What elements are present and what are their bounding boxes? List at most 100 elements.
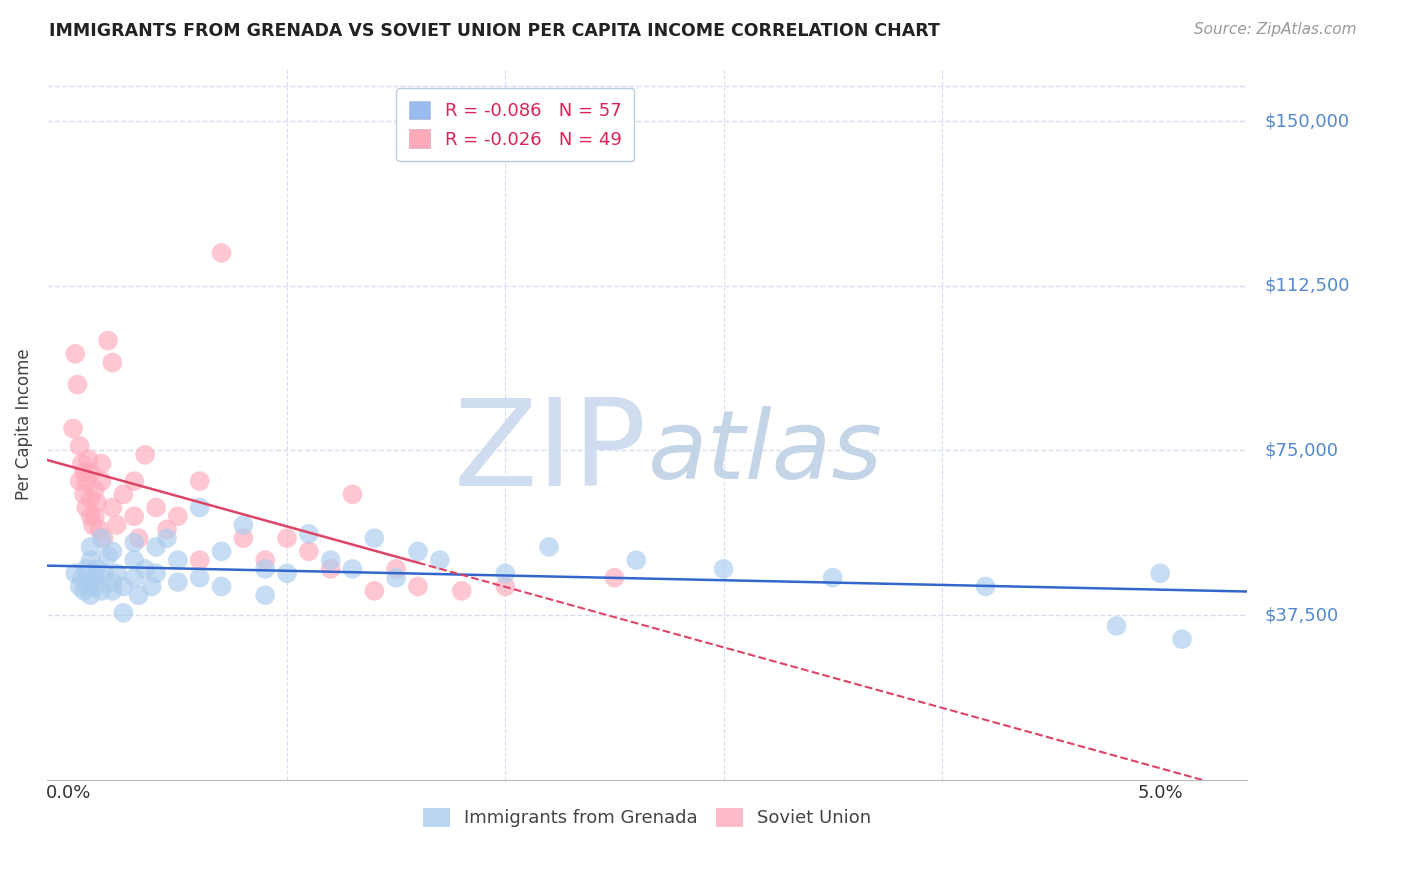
- Point: [342, 562, 364, 576]
- Point: [298, 526, 321, 541]
- Point: [188, 500, 211, 515]
- Point: [211, 544, 233, 558]
- Point: [62, 421, 84, 435]
- Point: [65, 566, 87, 581]
- Point: [188, 474, 211, 488]
- Point: [1171, 632, 1194, 647]
- Point: [363, 531, 385, 545]
- Point: [90, 474, 112, 488]
- Point: [77, 452, 100, 467]
- Point: [90, 583, 112, 598]
- Point: [232, 531, 254, 545]
- Point: [406, 544, 429, 558]
- Point: [145, 540, 167, 554]
- Point: [73, 487, 96, 501]
- Point: [79, 466, 101, 480]
- Point: [385, 571, 408, 585]
- Point: [79, 509, 101, 524]
- Point: [319, 553, 342, 567]
- Point: [101, 500, 124, 515]
- Point: [75, 500, 97, 515]
- Point: [406, 579, 429, 593]
- Point: [128, 531, 150, 545]
- Point: [276, 566, 298, 581]
- Point: [167, 553, 190, 567]
- Point: [429, 553, 451, 567]
- Point: [79, 588, 101, 602]
- Point: [128, 588, 150, 602]
- Point: [363, 583, 385, 598]
- Point: [90, 457, 112, 471]
- Text: $37,500: $37,500: [1265, 606, 1339, 624]
- Point: [112, 579, 135, 593]
- Point: [134, 448, 156, 462]
- Point: [90, 531, 112, 545]
- Point: [122, 571, 145, 585]
- Text: ZIP: ZIP: [454, 394, 647, 511]
- Point: [82, 518, 104, 533]
- Point: [974, 579, 997, 593]
- Point: [101, 575, 124, 590]
- Point: [84, 483, 107, 497]
- Point: [232, 518, 254, 533]
- Point: [134, 562, 156, 576]
- Point: [86, 562, 108, 576]
- Point: [156, 531, 179, 545]
- Point: [69, 579, 91, 593]
- Point: [73, 466, 96, 480]
- Point: [66, 377, 89, 392]
- Point: [86, 496, 108, 510]
- Point: [626, 553, 648, 567]
- Point: [494, 579, 516, 593]
- Point: [84, 571, 107, 585]
- Point: [105, 566, 128, 581]
- Point: [122, 535, 145, 549]
- Point: [450, 583, 472, 598]
- Point: [276, 531, 298, 545]
- Point: [319, 562, 342, 576]
- Point: [79, 553, 101, 567]
- Point: [342, 487, 364, 501]
- Point: [141, 579, 163, 593]
- Point: [84, 579, 107, 593]
- Point: [101, 356, 124, 370]
- Point: [122, 474, 145, 488]
- Point: [167, 575, 190, 590]
- Point: [79, 491, 101, 506]
- Point: [537, 540, 560, 554]
- Point: [156, 523, 179, 537]
- Point: [494, 566, 516, 581]
- Legend: Immigrants from Grenada, Soviet Union: Immigrants from Grenada, Soviet Union: [416, 801, 879, 835]
- Text: atlas: atlas: [647, 406, 882, 499]
- Point: [75, 562, 97, 576]
- Text: $75,000: $75,000: [1265, 442, 1339, 459]
- Point: [211, 579, 233, 593]
- Point: [93, 531, 115, 545]
- Point: [145, 566, 167, 581]
- Point: [70, 457, 93, 471]
- Point: [112, 487, 135, 501]
- Point: [821, 571, 844, 585]
- Point: [101, 583, 124, 598]
- Point: [713, 562, 735, 576]
- Point: [69, 474, 91, 488]
- Point: [298, 544, 321, 558]
- Point: [167, 509, 190, 524]
- Point: [93, 566, 115, 581]
- Point: [97, 549, 120, 563]
- Y-axis label: Per Capita Income: Per Capita Income: [15, 348, 32, 500]
- Text: IMMIGRANTS FROM GRENADA VS SOVIET UNION PER CAPITA INCOME CORRELATION CHART: IMMIGRANTS FROM GRENADA VS SOVIET UNION …: [49, 22, 941, 40]
- Point: [188, 571, 211, 585]
- Point: [89, 523, 111, 537]
- Point: [75, 474, 97, 488]
- Point: [65, 347, 87, 361]
- Point: [77, 575, 100, 590]
- Point: [211, 245, 233, 260]
- Point: [603, 571, 626, 585]
- Point: [105, 518, 128, 533]
- Point: [1149, 566, 1171, 581]
- Text: Source: ZipAtlas.com: Source: ZipAtlas.com: [1194, 22, 1357, 37]
- Point: [122, 553, 145, 567]
- Point: [122, 509, 145, 524]
- Point: [69, 439, 91, 453]
